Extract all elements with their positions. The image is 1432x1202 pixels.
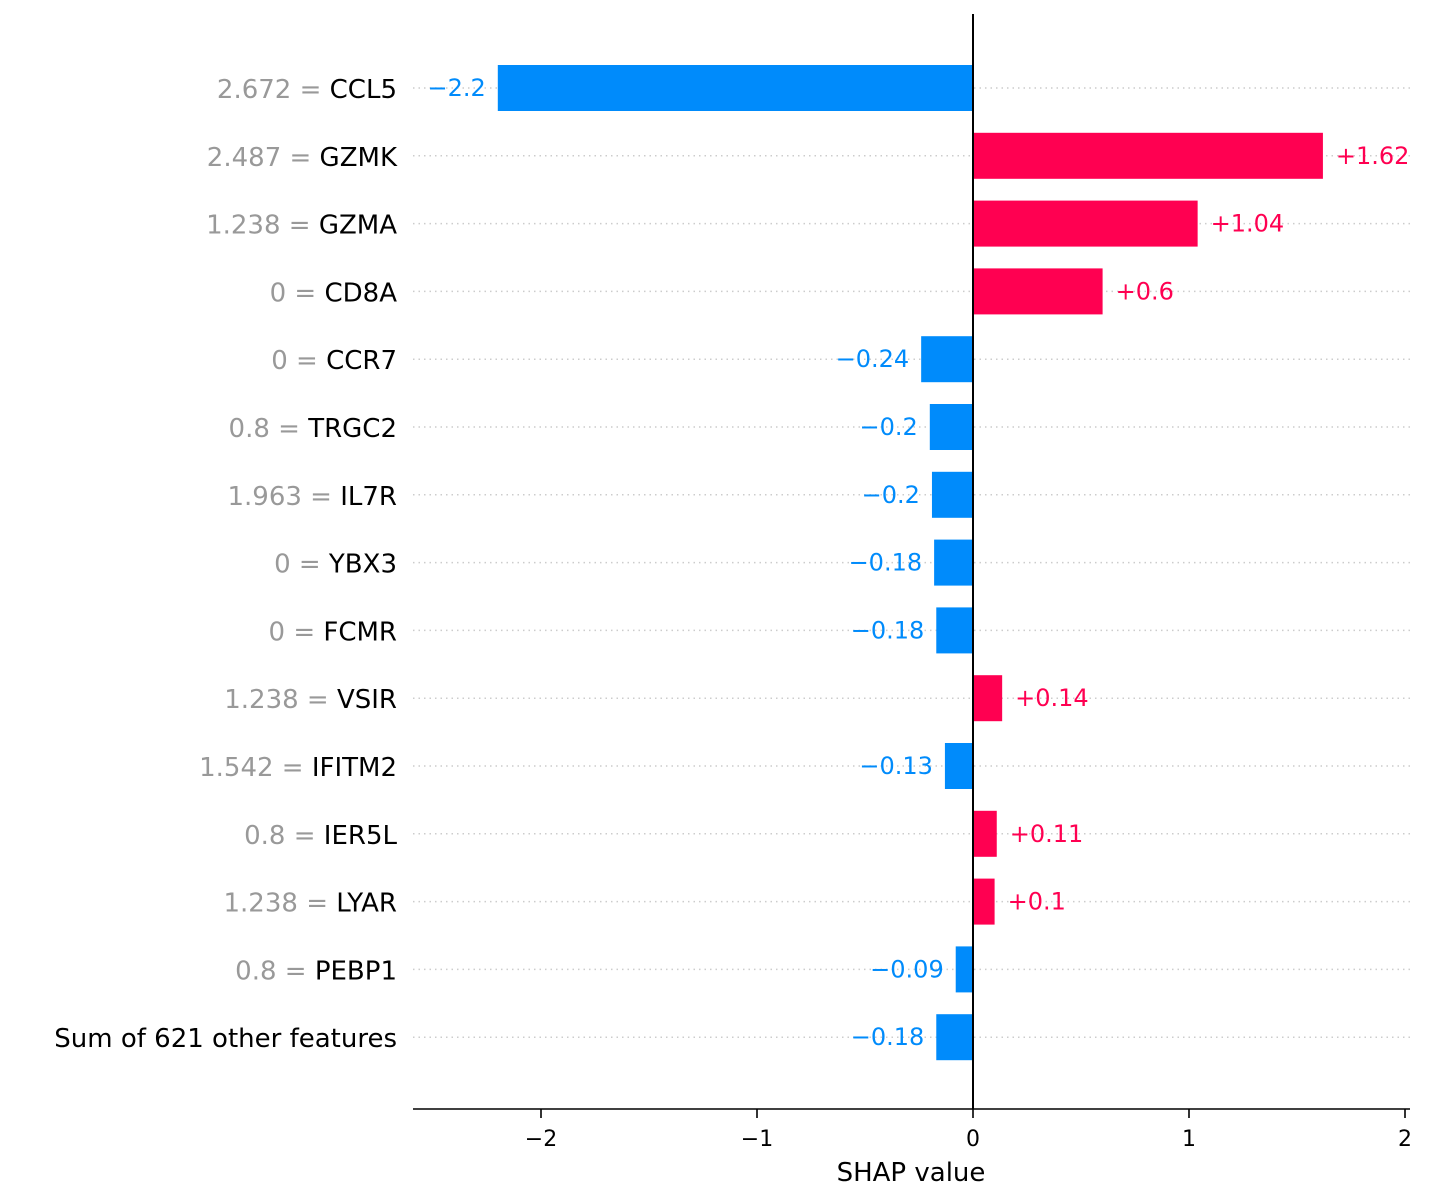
feature-label: 1.238 = GZMA [206, 211, 397, 241]
feature-label: 2.672 = CCL5 [217, 75, 397, 105]
bar-value-label: −0.13 [859, 752, 933, 780]
feature-name: PEBP1 [315, 956, 397, 986]
feature-value: 2.672 = [217, 75, 330, 105]
x-axis-title: SHAP value [837, 1158, 986, 1188]
feature-name: GZMA [319, 211, 397, 241]
feature-value: 1.238 = [224, 889, 337, 919]
feature-value: 0.8 = [235, 956, 315, 986]
bar-value-label: +0.11 [1010, 820, 1084, 848]
feature-value: 1.542 = [199, 753, 312, 783]
feature-value: 0 = [274, 550, 329, 580]
feature-value: 0 = [269, 617, 324, 647]
x-tick-label: −2 [525, 1127, 557, 1152]
bar-value-label: −0.2 [860, 413, 918, 441]
bar-value-label: −0.24 [836, 345, 910, 373]
bar-ccl5 [497, 65, 973, 111]
bars [497, 65, 1323, 1061]
feature-name: IFITM2 [312, 753, 397, 783]
feature-label: 0.8 = PEBP1 [235, 956, 397, 986]
bar-ifitm2 [944, 743, 973, 789]
x-tick-label: 1 [1182, 1127, 1196, 1152]
bar-value-label: +0.6 [1116, 277, 1174, 305]
feature-label: 0.8 = IER5L [244, 821, 397, 851]
feature-value: 1.238 = [224, 685, 337, 715]
bar-fcmr [936, 607, 973, 654]
feature-value: 0 = [270, 278, 325, 308]
bar-gzma [973, 200, 1198, 247]
bar-value-label: −0.09 [870, 955, 944, 983]
feature-value: 1.963 = [227, 482, 340, 512]
feature-name: Sum of 621 other features [54, 1024, 397, 1054]
feature-value: 0.8 = [229, 414, 309, 444]
feature-label: 1.963 = IL7R [227, 482, 397, 512]
bar-value-label: +0.14 [1015, 684, 1089, 712]
bar-value-label: +0.1 [1008, 888, 1066, 916]
feature-label: 0 = CCR7 [271, 346, 397, 376]
feature-label: 1.238 = VSIR [224, 685, 397, 715]
bar-il7r [931, 471, 973, 518]
bar-value-label: −0.2 [862, 481, 920, 509]
feature-label: Sum of 621 other features [54, 1024, 397, 1054]
x-axis: −2 −1 0 1 2 SHAP value [413, 1108, 1412, 1188]
feature-name: CCL5 [330, 75, 397, 105]
bar-gzmk [973, 132, 1323, 179]
bar-cd8a [973, 268, 1103, 315]
bar-trgc2 [929, 404, 973, 450]
bar-value-label: +1.62 [1336, 142, 1410, 170]
feature-label: 2.487 = GZMK [207, 143, 398, 173]
feature-value: 0.8 = [244, 821, 324, 851]
bar-ccr7 [921, 336, 973, 383]
bar-pebp1 [955, 946, 973, 993]
feature-label: 0 = FCMR [269, 617, 397, 647]
feature-label: 0 = YBX3 [274, 550, 397, 580]
feature-label: 1.238 = LYAR [224, 889, 398, 919]
feature-name: IER5L [324, 821, 398, 851]
feature-name: CCR7 [326, 346, 397, 376]
bar-vsir [973, 675, 1003, 722]
feature-name: IL7R [340, 482, 397, 512]
feature-label: 0 = CD8A [270, 278, 398, 308]
x-tick-label: −1 [741, 1127, 773, 1152]
x-tick-label: 0 [966, 1127, 980, 1152]
bar-value-labels: −2.2 +1.62 +1.04 +0.6 −0.24 −0.2 −0.2 −0.18 −0.1… [428, 74, 1410, 1051]
feature-label: 1.542 = IFITM2 [199, 753, 397, 783]
bar-value-label: +1.04 [1211, 210, 1285, 238]
feature-value: 2.487 = [207, 143, 320, 173]
x-tick-label: 2 [1398, 1127, 1412, 1152]
feature-value: 0 = [271, 346, 326, 376]
feature-name: FCMR [323, 617, 397, 647]
bar-ier5l [973, 810, 997, 857]
feature-label: 0.8 = TRGC2 [229, 414, 397, 444]
x-ticks: −2 −1 0 1 2 [525, 1109, 1412, 1152]
feature-name: TRGC2 [307, 414, 397, 444]
bar-value-label: −0.18 [849, 549, 923, 577]
feature-name: YBX3 [328, 550, 397, 580]
bar-sum [936, 1014, 973, 1061]
feature-name: LYAR [336, 889, 397, 919]
bar-value-label: −0.18 [851, 1023, 925, 1051]
feature-name: VSIR [337, 685, 397, 715]
feature-name: CD8A [324, 278, 397, 308]
bar-lyar [973, 878, 995, 925]
bar-value-label: −0.18 [851, 616, 925, 644]
feature-labels: 2.672 = CCL5 2.487 = GZMK 1.238 = GZMA 0 = … [54, 75, 398, 1054]
bar-ybx3 [934, 539, 973, 586]
feature-value: 1.238 = [206, 211, 319, 241]
bar-value-label: −2.2 [428, 74, 486, 102]
feature-name: GZMK [320, 143, 398, 173]
